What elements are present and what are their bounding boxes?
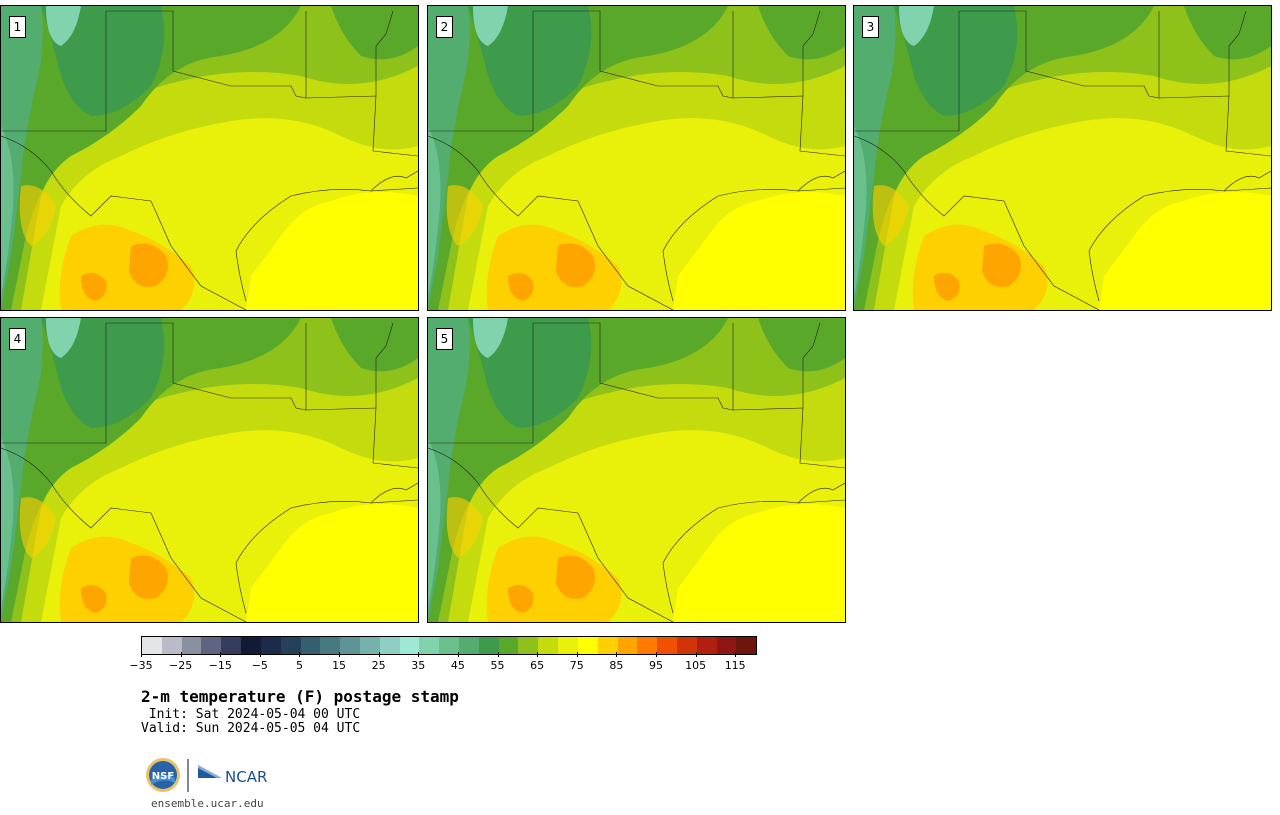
chart-title: 2-m temperature (F) postage stamp (141, 687, 459, 706)
nsf-ncar-logo: NSF NCAR (145, 756, 275, 796)
colorbar-swatch (439, 637, 459, 654)
colorbar-tick-label: 25 (371, 659, 386, 672)
colorbar-tick-label: −35 (129, 659, 153, 672)
colorbar-swatch (260, 637, 281, 654)
colorbar-swatch (538, 637, 559, 654)
nsf-logo-icon: NSF (146, 758, 180, 792)
colorbar-swatch (359, 637, 380, 654)
colorbar-tick-label: −25 (169, 659, 193, 672)
colorbar-swatch (459, 637, 479, 654)
colorbar-swatch (340, 637, 360, 654)
colorbar-tick-label: 55 (490, 659, 505, 672)
colorbar-swatch (221, 637, 242, 654)
colorbar-tick-label: 35 (411, 659, 426, 672)
colorbar-tick-label: 5 (295, 659, 303, 672)
member-label-1: 1 (9, 16, 26, 38)
colorbar-ticks: −35 −25 −15 −5 5 15 25 35 45 55 65 75 85 95 105 115 (129, 652, 757, 674)
colorbar-tick-label: 115 (724, 659, 746, 672)
colorbar-tick-label: 65 (530, 659, 545, 672)
member-map-5: 5 (427, 317, 846, 623)
member-map-3: 3 (853, 5, 1272, 311)
ncar-logo-icon: NCAR (198, 765, 267, 786)
colorbar-tick-label: 95 (648, 659, 663, 672)
colorbar-swatch (181, 637, 202, 654)
member-label-5: 5 (436, 328, 453, 350)
colorbar-swatch (478, 637, 499, 654)
colorbar-swatch (201, 637, 222, 654)
member-label-3: 3 (862, 16, 879, 38)
colorbar-swatch (577, 637, 598, 654)
colorbar-swatch (280, 637, 301, 654)
colorbar-swatch (399, 637, 420, 654)
svg-text:NCAR: NCAR (225, 768, 267, 786)
member-map-2: 2 (427, 5, 846, 311)
temperature-colorbar (141, 636, 757, 655)
colorbar-tick-label: 45 (450, 659, 465, 672)
colorbar-swatch (518, 637, 539, 654)
colorbar-tick-label: 85 (609, 659, 624, 672)
colorbar-swatch (617, 637, 638, 654)
colorbar-tick-label: −15 (208, 659, 232, 672)
init-time: Init: Sat 2024-05-04 00 UTC (141, 707, 361, 722)
valid-time: Valid: Sun 2024-05-05 04 UTC (141, 721, 361, 736)
colorbar-swatch (716, 637, 737, 654)
svg-text:NSF: NSF (152, 771, 174, 782)
colorbar-swatch (161, 637, 182, 654)
member-map-4: 4 (0, 317, 419, 623)
colorbar-tick-label: 15 (332, 659, 347, 672)
member-label-2: 2 (436, 16, 453, 38)
colorbar-swatch (637, 637, 658, 654)
colorbar-swatch (241, 637, 261, 654)
colorbar-tick-label: 75 (569, 659, 584, 672)
colorbar-swatch (676, 637, 697, 654)
member-map-1: 1 (0, 5, 419, 311)
colorbar-swatch (142, 637, 162, 654)
colorbar-swatch (320, 637, 341, 654)
colorbar-swatch (419, 637, 440, 654)
colorbar-swatch (379, 637, 400, 654)
colorbar-swatch (597, 637, 618, 654)
colorbar-swatch (558, 637, 578, 654)
colorbar-swatch (498, 637, 519, 654)
colorbar-swatch (657, 637, 677, 654)
member-label-4: 4 (9, 328, 26, 350)
colorbar-tick-label: −5 (251, 659, 268, 672)
colorbar-swatch (736, 637, 757, 654)
website-link[interactable]: ensemble.ucar.edu (151, 797, 264, 810)
colorbar-tick-label: 105 (685, 659, 707, 672)
colorbar-swatch (696, 637, 717, 654)
colorbar-swatch (300, 637, 321, 654)
